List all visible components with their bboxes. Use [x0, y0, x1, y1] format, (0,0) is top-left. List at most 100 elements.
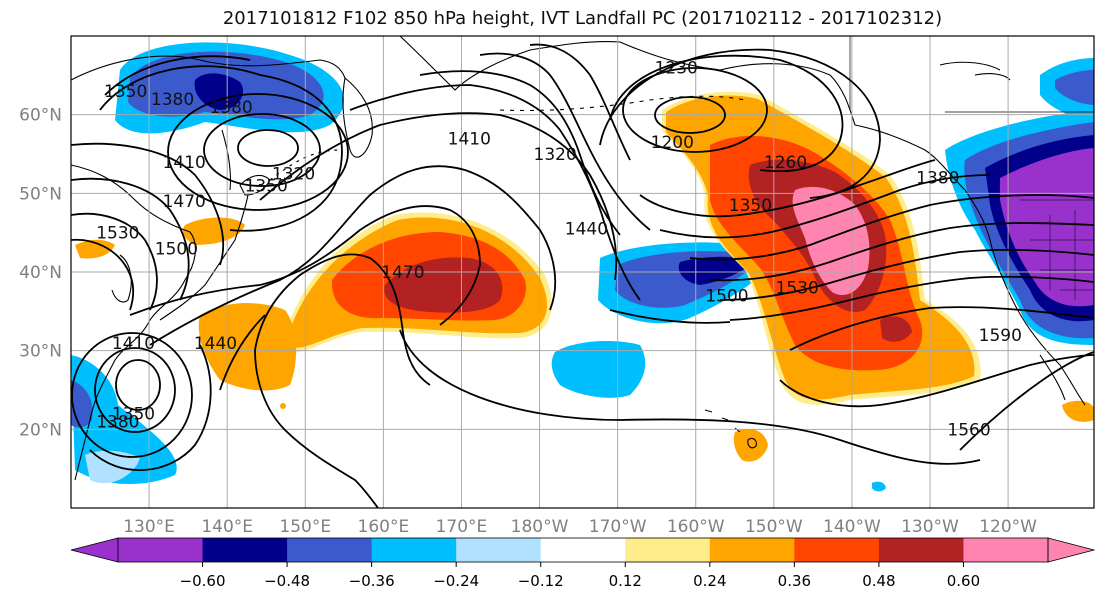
colorbar-segment [878, 538, 964, 562]
colorbar-segment [371, 538, 457, 562]
contour-label: 1470 [381, 263, 424, 283]
pos-shade-japan [183, 217, 245, 245]
colorbar-tick-label: 0.24 [693, 572, 726, 590]
contour-label: 1260 [764, 153, 807, 173]
contour-label-text: 1530 [776, 279, 819, 299]
contour-1350-okhotsk [203, 113, 321, 187]
contour-label: 1320 [272, 165, 315, 185]
colorbar-segment [794, 538, 880, 562]
colorbar-arrow-left [70, 537, 119, 563]
contour-label-text: 1230 [655, 58, 698, 78]
lon-tick-label: 120°W [979, 517, 1037, 537]
contour-label-text: 1200 [651, 133, 694, 153]
contour-label-text: 1380 [916, 169, 959, 189]
neg-shade-ecs-pale [85, 450, 140, 484]
neg-shade-tiny [872, 481, 886, 492]
contour-1440-okh [71, 177, 190, 301]
coast-sakhalin [221, 129, 232, 191]
contour-label: 1410 [163, 153, 206, 173]
colorbar-segment [287, 538, 373, 562]
contour-label: 1410 [448, 129, 491, 149]
colorbar-tick-label: −0.24 [433, 572, 479, 590]
colorbar-segment [202, 538, 288, 562]
contour-label: 1350 [245, 176, 288, 196]
coast-hawaii [704, 409, 757, 449]
contour-1410-alaska [709, 222, 1094, 282]
contour-1470-alaska [729, 275, 1094, 321]
contour-1380-ecs [94, 347, 176, 433]
contour-1380-b [99, 65, 343, 232]
lon-tick-label: 140°E [201, 517, 253, 537]
contour-1290-main [529, 43, 631, 161]
contour-1350-b [104, 55, 251, 96]
lon-tick-label: 170°W [589, 517, 647, 537]
contour-1470-okh [71, 212, 158, 311]
colorbar-segment [625, 538, 711, 562]
coast-kamchatka [342, 77, 373, 158]
contour-1560-west [254, 349, 379, 508]
neg-shade-okhotsk-core [194, 73, 244, 110]
contour-label-text: 1350 [729, 196, 772, 216]
coast-alaska [719, 63, 966, 191]
contour-1590-east [959, 351, 1094, 451]
contour-label-text: 1470 [163, 192, 206, 212]
coast-hokkaido [239, 174, 271, 196]
contour-label-text: 1380 [209, 98, 252, 118]
pos-shade-korea [75, 239, 115, 259]
contour-label-text: 1320 [272, 165, 315, 185]
lon-tick-label: 130°E [123, 517, 175, 537]
contour-label: 1350 [729, 196, 772, 216]
colorbar-segment [540, 538, 626, 562]
contour-label: 1380 [151, 90, 194, 110]
contour-1560-east [779, 354, 1094, 408]
contour-1320-okhotsk [237, 129, 299, 167]
contour-label: 1560 [947, 420, 990, 440]
contour-label-text: 1320 [534, 145, 577, 165]
neg-shade-na-top-dark [1055, 70, 1094, 105]
colorbar-tick-label: 0.60 [947, 572, 980, 590]
map-area: 1350 1380 13801410135013201470150015301470… [71, 36, 1094, 508]
contour-1350-ecs [115, 359, 161, 411]
colorbar-tick-label: −0.12 [518, 572, 564, 590]
contour-label: 1350 [104, 82, 147, 102]
contour-label-text: 1380 [96, 412, 139, 432]
contour-1500-okh [71, 238, 135, 311]
colorbar-tick-label: −0.48 [264, 572, 310, 590]
contour-1560-south [399, 329, 981, 465]
contour-label-text: 1440 [565, 220, 608, 240]
contour-labels: 1350 1380 13801410135013201470150015301470… [96, 58, 1022, 440]
contour-label: 1470 [163, 192, 206, 212]
colorbar: −0.60 −0.48 −0.36 −0.24 −0.12 0.12 0.24 0.36 0.4… [70, 537, 1096, 590]
contour-label: 1380 [209, 98, 252, 118]
contour-label: 1320 [534, 145, 577, 165]
contour-label-text: 1410 [163, 153, 206, 173]
contour-label: 1230 [655, 58, 698, 78]
contour-1380-alaska [689, 194, 1094, 261]
contour-1380-okhotsk [167, 93, 349, 211]
contour-1260-alaska [609, 54, 844, 173]
contour-1230-alaska [622, 67, 768, 153]
longitude-labels: 130°E 140°E 150°E 160°E 170°E 180°W 170°W 160°W… [123, 517, 1037, 537]
contour-label-text: 1530 [96, 224, 139, 244]
contour-label-text: 1560 [947, 420, 990, 440]
contour-1320-alaska [639, 159, 936, 218]
contour-1500-central [219, 314, 266, 391]
contour-label: 1500 [155, 239, 198, 259]
contour-label: 1380 [916, 169, 959, 189]
colorbar-arrow-right [1047, 537, 1096, 563]
contour-1500-alaska [609, 309, 731, 324]
contour-label-text: 1380 [151, 90, 194, 110]
colorbar-tick-label: 0.48 [862, 572, 895, 590]
contour-1410-okh [71, 142, 224, 266]
coast-na-west [964, 189, 1086, 406]
contour-1290-alaska [599, 48, 881, 199]
contour-1410-main [259, 112, 618, 281]
contour-label-text: 1350 [104, 82, 147, 102]
contour-1350-main [419, 70, 621, 236]
neg-shade-ecs-mid [71, 380, 93, 428]
contour-1350-alaska [659, 174, 991, 239]
coast-asia [71, 164, 196, 481]
lon-tick-label: 170°E [436, 517, 488, 537]
contour-label-text: 1410 [448, 129, 491, 149]
